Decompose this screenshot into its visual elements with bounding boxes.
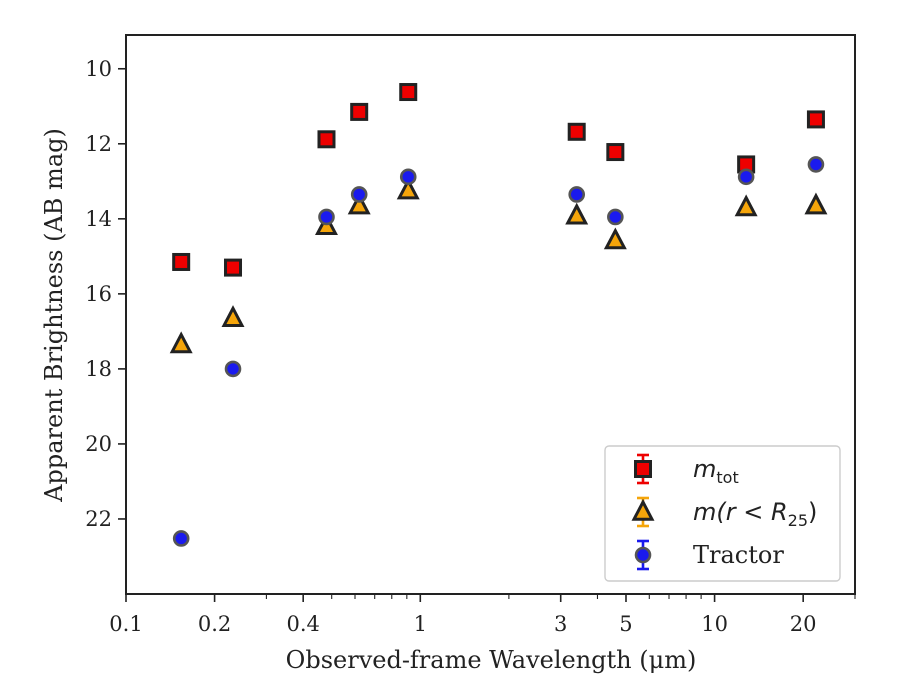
data-point — [224, 258, 243, 277]
triangle-marker — [396, 177, 420, 200]
square-marker — [172, 252, 191, 271]
axes: 0.1 0.2 0.4 1 3 5 10 20 10 12 14 16 18 20 22 — [85, 57, 856, 636]
data-point — [606, 143, 625, 162]
data-point — [607, 208, 624, 226]
circle-marker — [568, 186, 586, 203]
square-marker — [606, 143, 625, 162]
legend-circle-marker — [634, 546, 652, 564]
legend-entry: Tractor — [634, 539, 784, 571]
legend-label-sub: tot — [716, 468, 738, 487]
y-tick-label: 10 — [85, 57, 112, 81]
y-tick-label: 14 — [85, 207, 112, 231]
x-tick-label: 1 — [414, 612, 427, 636]
data-point — [318, 208, 335, 226]
x-tick-label: 0.4 — [286, 612, 319, 636]
legend-label: m(r < R25) — [693, 498, 817, 530]
circle-marker — [172, 530, 190, 547]
y-tick-label: 16 — [85, 282, 112, 306]
legend-label-main: m(r < R — [693, 498, 788, 526]
data-point — [396, 177, 420, 200]
legend-label: mtot — [693, 455, 739, 487]
circle-marker — [318, 208, 335, 226]
data-point — [807, 156, 825, 173]
legend-square-marker — [634, 460, 652, 478]
square-marker — [224, 258, 243, 277]
data-markers — [169, 83, 828, 547]
data-point — [350, 102, 369, 121]
data-point — [172, 530, 190, 547]
legend-label-sub: 25 — [788, 511, 808, 530]
data-point — [737, 155, 756, 174]
circle-marker — [807, 156, 825, 173]
data-point — [804, 192, 828, 215]
square-marker — [806, 110, 825, 129]
legend: mtot m(r < R25) Tractor — [604, 445, 841, 582]
data-point — [224, 360, 242, 378]
data-point — [565, 202, 589, 225]
legend-entry: mtot — [634, 453, 739, 487]
data-point — [350, 186, 368, 203]
x-tick-label: 0.1 — [109, 612, 142, 636]
legend-label-main: Tractor — [693, 541, 784, 569]
legend-label: Tractor — [693, 541, 784, 569]
triangle-marker — [804, 192, 828, 215]
plot-frame — [125, 34, 856, 595]
y-tick-label: 20 — [85, 432, 112, 456]
x-tick-label: 0.2 — [198, 612, 231, 636]
y-tick-label: 12 — [85, 132, 112, 156]
data-point — [806, 110, 825, 129]
circle-marker — [607, 208, 624, 226]
triangle-marker — [347, 192, 371, 215]
square-marker — [567, 122, 586, 141]
legend-triangle-marker — [631, 498, 655, 521]
data-point — [734, 194, 758, 217]
circle-marker — [224, 360, 242, 378]
data-point — [169, 331, 193, 354]
triangle-marker — [221, 305, 245, 327]
data-point — [317, 130, 336, 149]
data-point — [172, 252, 191, 271]
circle-marker — [350, 186, 368, 203]
data-point — [568, 186, 586, 203]
data-point — [399, 168, 417, 186]
data-point — [737, 168, 755, 186]
x-tick-label: 5 — [619, 612, 632, 636]
x-tick-label: 3 — [554, 612, 567, 636]
legend-label-main: m — [693, 455, 716, 483]
y-axis-label: Apparent Brightness (AB mag) — [40, 128, 68, 503]
data-point — [221, 305, 245, 327]
x-tick-label: 10 — [701, 612, 728, 636]
circle-marker — [399, 168, 417, 186]
y-tick-label: 22 — [85, 507, 112, 531]
y-tick-label: 18 — [85, 357, 112, 381]
legend-label-suffix: ) — [808, 498, 817, 526]
square-marker — [350, 102, 369, 121]
legend-entry: m(r < R25) — [631, 496, 817, 530]
data-point — [603, 227, 627, 250]
legend-box — [604, 445, 841, 582]
triangle-marker — [734, 194, 758, 217]
triangle-marker — [565, 202, 589, 225]
triangle-marker — [603, 227, 627, 250]
square-marker — [317, 130, 336, 149]
x-tick-label: 20 — [790, 612, 817, 636]
x-axis-label: Observed-frame Wavelength (μm) — [286, 646, 697, 674]
data-point — [347, 192, 371, 215]
square-marker — [399, 83, 418, 102]
data-point — [567, 122, 586, 141]
circle-marker — [737, 168, 755, 186]
triangle-marker — [169, 331, 193, 354]
data-point — [399, 83, 418, 102]
